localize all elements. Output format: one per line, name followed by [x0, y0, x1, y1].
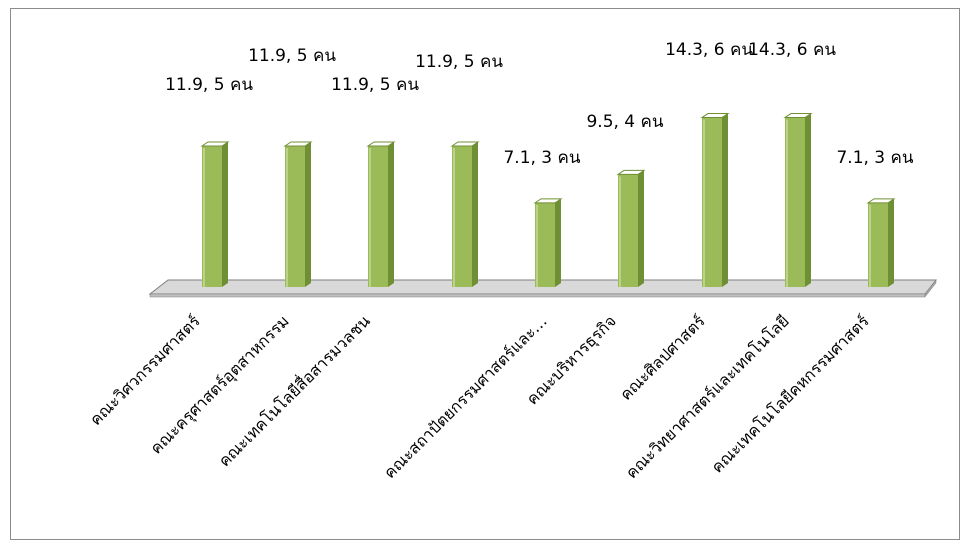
category-label: คณะเทคโนโลยีคหกรรมศาสตร์ — [708, 311, 874, 477]
bar-side — [722, 113, 728, 287]
bar — [366, 141, 396, 287]
data-label: 11.9, 5 คน — [331, 75, 419, 95]
bar-front — [202, 145, 222, 287]
bar-side — [805, 113, 811, 287]
bar-side — [472, 141, 478, 287]
bar-front — [702, 117, 722, 287]
data-label: 11.9, 5 คน — [415, 52, 503, 72]
category-label: คณะวิทยาศาสตร์และเทคโนโลยี — [622, 311, 793, 482]
bar-side — [388, 141, 394, 287]
bar-front — [535, 202, 555, 287]
bar-top — [533, 198, 563, 204]
bar-side — [555, 198, 561, 287]
bar-top — [616, 169, 646, 175]
category-label: คณะเทคโนโลยีสื่อสารมวลชน — [213, 310, 374, 471]
bar — [866, 198, 896, 287]
bar — [533, 198, 563, 287]
data-label: 7.1, 3 คน — [503, 148, 580, 168]
bar-top — [283, 141, 313, 147]
bar-side — [638, 170, 644, 287]
bar-front — [868, 202, 888, 287]
bar-front — [618, 174, 638, 287]
bar — [283, 141, 313, 287]
bar — [700, 113, 730, 287]
bar — [200, 141, 230, 287]
bar-top — [366, 141, 396, 147]
bar-top — [783, 113, 813, 119]
floor-side — [924, 279, 937, 298]
bar-side — [305, 141, 311, 287]
data-labels: 11.9, 5 คน 11.9, 5 คน 11.9, 5 คน 11.9, 5 คน… — [165, 40, 914, 168]
bar — [783, 113, 813, 287]
bar-top — [700, 113, 730, 119]
bar — [450, 141, 480, 287]
bar-series — [200, 113, 896, 287]
bar — [616, 169, 646, 287]
data-label: 7.1, 3 คน — [836, 148, 913, 168]
bar-top — [450, 141, 480, 147]
bar-front — [785, 117, 805, 287]
data-label: 9.5, 4 คน — [586, 112, 663, 132]
data-label: 11.9, 5 คน — [248, 46, 336, 66]
bar-front — [285, 145, 305, 287]
bar-front — [452, 145, 472, 287]
bar-side — [888, 198, 894, 287]
bar-top — [200, 141, 230, 147]
floor-edge — [149, 293, 926, 298]
bar-side — [222, 141, 228, 287]
data-label: 11.9, 5 คน — [165, 75, 253, 95]
category-labels: คณะวิศวกรรมศาสตร์คณะครุศาสตร์อุตสาหกรรมค… — [86, 310, 873, 482]
bar-top — [866, 198, 896, 204]
bar-front — [368, 145, 388, 287]
category-label: คณะศิลปศาสตร์ — [616, 311, 709, 404]
data-label: 14.3, 6 คน — [665, 40, 753, 60]
data-label: 14.3, 6 คน — [748, 40, 836, 60]
